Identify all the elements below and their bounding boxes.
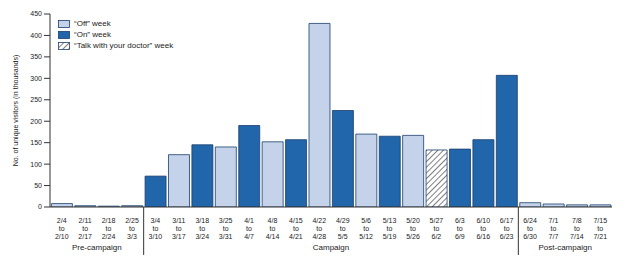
svg-text:7/15to7/21: 7/15to7/21 [593,217,607,240]
svg-text:3/4to3/10: 3/4to3/10 [149,217,163,240]
svg-text:6/10to6/16: 6/10to6/16 [476,217,490,240]
svg-text:7/1to7/7: 7/1to7/7 [549,217,559,240]
svg-text:150: 150 [30,139,42,146]
html-text:“On” week: “On” week [74,30,111,39]
svg-text:5/6to5/12: 5/6to5/12 [359,217,373,240]
svg-text:6/24to6/30: 6/24to6/30 [523,217,537,240]
svg-text:Campaign: Campaign [313,243,349,252]
svg-text:200: 200 [30,118,42,125]
svg-text:350: 350 [30,53,42,60]
svg-text:Pre-campaign: Pre-campaign [72,243,122,252]
svg-text:300: 300 [30,75,42,82]
svg-text:6/3to6/9: 6/3to6/9 [455,217,465,240]
svg-text:400: 400 [30,32,42,39]
svg-text:2/4to2/10: 2/4to2/10 [55,217,69,240]
svg-text:3/18to3/24: 3/18to3/24 [195,217,209,240]
svg-text:3/25to3/31: 3/25to3/31 [219,217,233,240]
svg-text:5/20to5/26: 5/20to5/26 [406,217,420,240]
svg-text:4/22to4/28: 4/22to4/28 [312,217,326,240]
svg-text:2/25to3/3: 2/25to3/3 [125,217,139,240]
svg-text:6/17to6/23: 6/17to6/23 [500,217,514,240]
svg-text:2/18to2/24: 2/18to2/24 [102,217,116,240]
html-text:“Off” week: “Off” week [74,19,111,28]
svg-text:250: 250 [30,96,42,103]
svg-text:100: 100 [30,161,42,168]
svg-text:4/15to4/21: 4/15to4/21 [289,217,303,240]
svg-text:5/13to5/19: 5/13to5/19 [383,217,397,240]
svg-text:50: 50 [34,182,42,189]
svg-text:No. of unique visitors (in tho: No. of unique visitors (in thousands) [12,55,20,167]
svg-text:4/1to4/7: 4/1to4/7 [244,217,254,240]
html-text:“Talk with your doctor” week: “Talk with your doctor” week [74,41,174,50]
svg-text:2/11to2/17: 2/11to2/17 [78,217,92,240]
svg-text:4/8to4/14: 4/8to4/14 [266,217,280,240]
svg-text:4/29to5/5: 4/29to5/5 [336,217,350,240]
svg-text:450: 450 [30,10,42,17]
svg-text:5/27to6/2: 5/27to6/2 [430,217,444,240]
svg-text:3/11to3/17: 3/11to3/17 [172,217,186,240]
svg-text:0: 0 [38,203,42,210]
svg-text:7/8to7/14: 7/8to7/14 [570,217,584,240]
svg-text:Post-campaign: Post-campaign [538,243,591,252]
